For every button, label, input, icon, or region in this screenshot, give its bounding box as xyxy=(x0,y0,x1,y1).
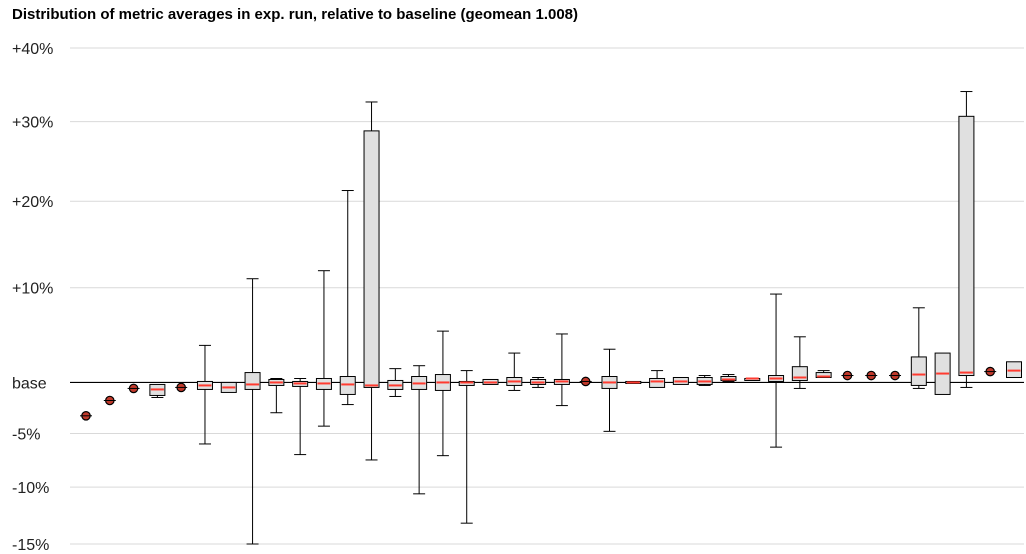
box-29 xyxy=(744,377,761,381)
box-5 xyxy=(175,382,188,393)
y-tick-label: +20% xyxy=(12,194,53,211)
box-6 xyxy=(196,344,213,445)
box-39 xyxy=(984,366,997,377)
y-tick-label: -15% xyxy=(12,537,49,554)
box-30 xyxy=(768,293,785,448)
box-33 xyxy=(841,370,854,381)
box-21 xyxy=(553,333,570,407)
box-37 xyxy=(934,352,951,395)
y-tick-label: base xyxy=(12,375,47,392)
box-14 xyxy=(387,368,404,397)
box-28 xyxy=(720,374,737,382)
iqr-box xyxy=(339,376,356,395)
box-27 xyxy=(696,375,713,386)
box-8 xyxy=(244,278,261,545)
box-34 xyxy=(865,370,878,381)
box-18 xyxy=(482,378,499,385)
box-4 xyxy=(149,383,166,398)
y-tick-label: +40% xyxy=(12,41,53,58)
box-10 xyxy=(292,377,309,456)
box-23 xyxy=(601,348,618,432)
box-22 xyxy=(579,376,592,387)
box-9 xyxy=(268,377,285,414)
y-axis-ticks: +40% +30% +20% +10% base -5% -10% -15% xyxy=(12,41,53,554)
iqr-box xyxy=(649,377,666,388)
box-2 xyxy=(103,395,116,406)
box-3 xyxy=(127,383,140,394)
iqr-box xyxy=(244,372,261,390)
box-13 xyxy=(363,101,380,461)
y-tick-label: +30% xyxy=(12,115,53,132)
box-17 xyxy=(458,370,475,524)
iqr-box xyxy=(958,115,975,377)
grid-lines xyxy=(70,47,1024,545)
chart-title: Distribution of metric averages in exp. … xyxy=(12,6,579,23)
box-26 xyxy=(672,376,689,385)
box-20 xyxy=(530,376,547,388)
boxes xyxy=(80,91,1022,545)
box-19 xyxy=(506,352,523,391)
box-25 xyxy=(649,370,666,388)
box-32 xyxy=(815,370,832,378)
y-tick-label: -10% xyxy=(12,480,49,497)
box-7 xyxy=(220,381,237,393)
box-38 xyxy=(958,91,975,388)
y-tick-label: +10% xyxy=(12,281,53,298)
iqr-box xyxy=(363,130,380,388)
box-1 xyxy=(80,411,92,421)
box-16 xyxy=(434,330,451,457)
box-40 xyxy=(1006,361,1022,378)
box-24 xyxy=(625,380,642,384)
box-11 xyxy=(315,270,332,427)
box-31 xyxy=(791,336,808,389)
box-35 xyxy=(889,370,902,381)
box-15 xyxy=(411,365,428,495)
box-12 xyxy=(339,190,356,406)
y-tick-label: -5% xyxy=(12,426,40,443)
box-36 xyxy=(910,307,927,389)
iqr-box xyxy=(910,356,927,386)
